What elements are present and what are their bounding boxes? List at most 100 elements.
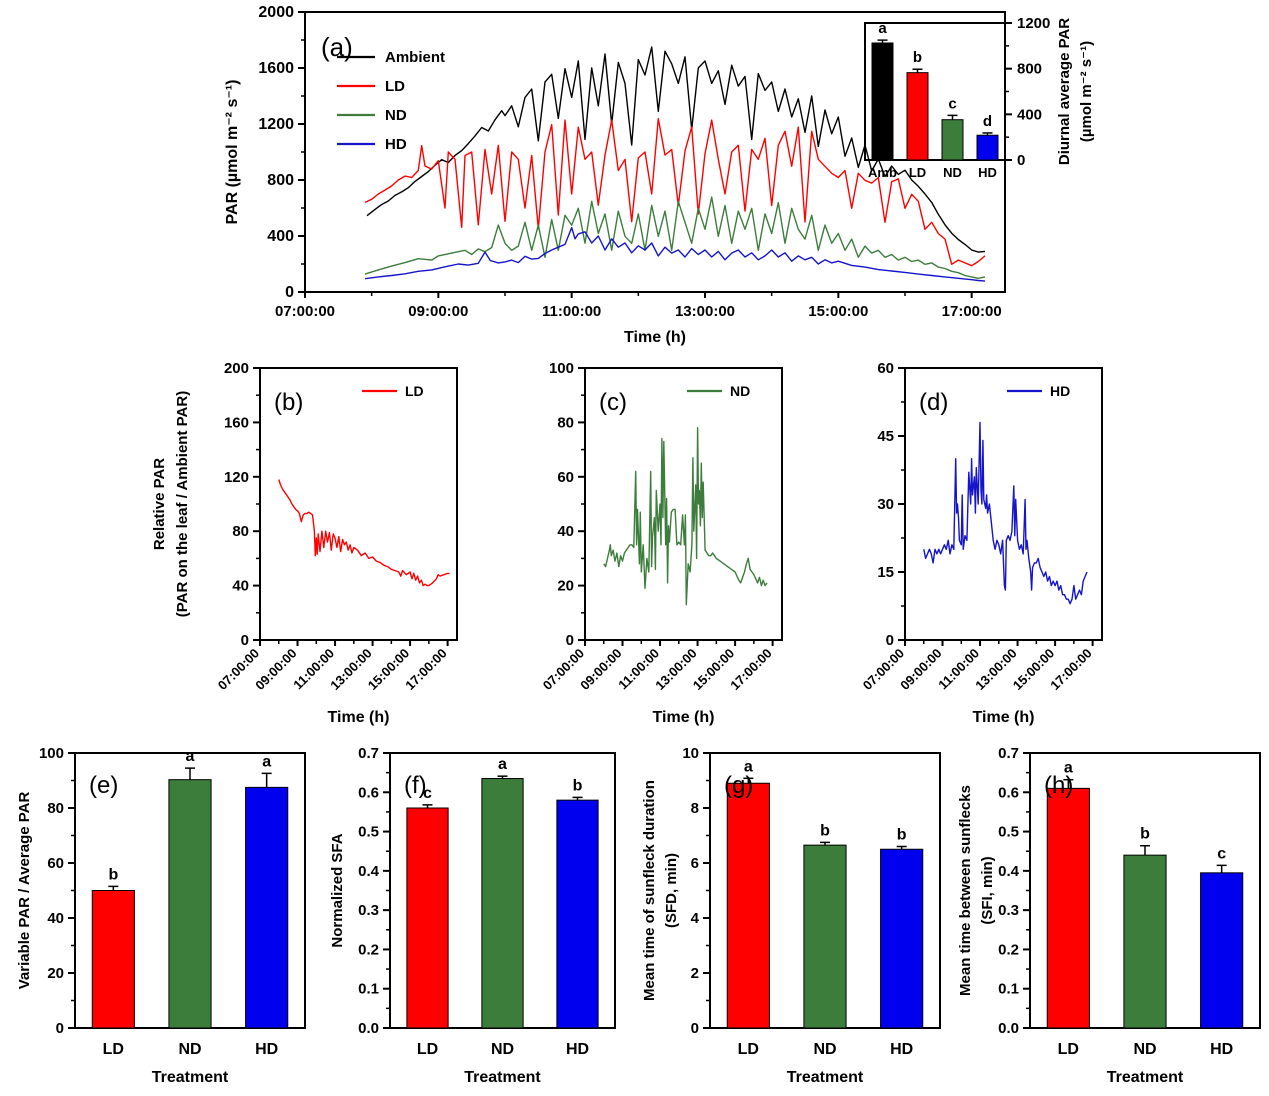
svg-text:LD: LD [909, 165, 926, 180]
svg-text:80: 80 [232, 523, 249, 540]
svg-text:LD: LD [1058, 1041, 1079, 1058]
svg-text:800: 800 [267, 172, 294, 189]
svg-text:a: a [186, 748, 195, 765]
svg-text:100: 100 [39, 745, 64, 762]
svg-text:c: c [1217, 845, 1226, 862]
svg-text:80: 80 [557, 414, 574, 431]
svg-text:b: b [108, 866, 118, 883]
panel-f-normalized-sfa-bar-chart: 0.0 0.1 0.2 0.3 0.4 0.5 0.6 0.7 c LD a ND b HD (f) Trea… [318, 745, 630, 1096]
svg-text:a: a [744, 758, 753, 775]
svg-text:(SFD, min): (SFD, min) [663, 853, 680, 928]
svg-text:LD: LD [405, 383, 424, 399]
svg-text:60: 60 [47, 855, 64, 872]
svg-text:Diurnal average PAR: Diurnal average PAR [1056, 18, 1073, 165]
svg-text:Ambient: Ambient [385, 49, 445, 66]
svg-text:20: 20 [47, 965, 64, 982]
svg-text:10: 10 [682, 745, 699, 762]
svg-text:40: 40 [557, 523, 574, 540]
svg-text:LD: LD [417, 1041, 438, 1058]
svg-text:0: 0 [56, 1020, 64, 1037]
svg-text:120: 120 [224, 469, 249, 486]
svg-text:11:00:00: 11:00:00 [542, 303, 601, 320]
svg-text:d: d [983, 113, 992, 130]
svg-text:b: b [897, 827, 907, 844]
svg-text:160: 160 [224, 414, 249, 431]
svg-text:45: 45 [877, 428, 894, 445]
panel-e-variable-par-bar-chart: 0 20 40 60 80 100 b LD a ND a HD (e) Treatment Variabl… [0, 745, 320, 1096]
svg-text:HD: HD [385, 136, 407, 153]
svg-text:LD: LD [738, 1041, 759, 1058]
svg-text:200: 200 [224, 360, 249, 377]
svg-text:(PAR on the leaf / Ambient PAR: (PAR on the leaf / Ambient PAR) [174, 391, 191, 617]
svg-text:0.1: 0.1 [358, 981, 379, 998]
panel-g-sunfleck-duration-bar-chart: 0 2 4 6 8 10 a LD b ND b HD (g) Treatment Mean time of… [636, 745, 952, 1096]
svg-text:0.3: 0.3 [358, 902, 379, 919]
svg-text:(f): (f) [404, 772, 427, 799]
svg-text:09:00:00: 09:00:00 [408, 303, 468, 320]
svg-text:17:00:00: 17:00:00 [402, 646, 449, 693]
svg-text:b: b [820, 822, 830, 839]
svg-text:(d): (d) [919, 389, 948, 416]
svg-text:8: 8 [691, 800, 699, 817]
svg-text:HD: HD [1050, 383, 1070, 399]
svg-text:400: 400 [1017, 106, 1042, 123]
svg-text:09:00:00: 09:00:00 [897, 646, 944, 693]
svg-text:(h): (h) [1044, 772, 1073, 799]
svg-text:0.2: 0.2 [358, 941, 379, 958]
svg-text:0: 0 [285, 284, 294, 301]
svg-text:b: b [1140, 826, 1150, 843]
svg-text:ND: ND [178, 1041, 201, 1058]
svg-text:HD: HD [1210, 1041, 1233, 1058]
svg-text:0.1: 0.1 [998, 981, 1019, 998]
panel-a-par-timeseries-chart: 0 400 800 1200 1600 2000 07:00:00 09:00:00 11:00… [150, 0, 1070, 350]
svg-text:Variable PAR / Average PAR: Variable PAR / Average PAR [16, 792, 33, 990]
svg-text:Time (h): Time (h) [653, 709, 715, 726]
svg-text:17:00:00: 17:00:00 [942, 303, 1002, 320]
svg-text:6: 6 [691, 855, 699, 872]
svg-text:2: 2 [691, 965, 699, 982]
svg-text:0.5: 0.5 [998, 824, 1019, 841]
svg-text:a: a [878, 20, 887, 37]
svg-text:Normalized SFA: Normalized SFA [329, 833, 346, 947]
panel-h-sunfleck-interval-bar-chart: 0.0 0.1 0.2 0.3 0.4 0.5 0.6 0.7 a LD b ND c HD (h) Trea… [952, 745, 1269, 1096]
svg-text:ND: ND [943, 165, 962, 180]
svg-text:17:00:00: 17:00:00 [727, 646, 774, 693]
svg-text:0: 0 [1017, 152, 1025, 169]
svg-text:0.3: 0.3 [998, 902, 1019, 919]
svg-text:13:00:00: 13:00:00 [675, 303, 735, 320]
svg-text:0.7: 0.7 [998, 745, 1019, 762]
svg-text:HD: HD [890, 1041, 913, 1058]
svg-text:Time (h): Time (h) [973, 709, 1035, 726]
svg-text:Treatment: Treatment [152, 1069, 229, 1086]
svg-text:0.6: 0.6 [998, 784, 1019, 801]
svg-text:Mean time between sunflecks: Mean time between sunflecks [957, 785, 974, 996]
panel-a-inset-diurnal-average-bar: 0 400 800 1200 a Amb b LD c ND d HD Diurnal average … [860, 8, 1110, 208]
svg-text:60: 60 [557, 469, 574, 486]
svg-text:LD: LD [385, 78, 405, 95]
svg-text:30: 30 [877, 496, 894, 513]
svg-text:Relative PAR: Relative PAR [151, 458, 168, 550]
svg-text:a: a [262, 753, 271, 770]
svg-text:400: 400 [267, 228, 294, 245]
svg-text:(SFI, min): (SFI, min) [979, 856, 996, 924]
svg-text:15:00:00: 15:00:00 [808, 303, 868, 320]
svg-text:20: 20 [557, 578, 574, 595]
svg-text:Treatment: Treatment [787, 1069, 864, 1086]
svg-text:4: 4 [691, 910, 700, 927]
svg-text:0.0: 0.0 [998, 1020, 1019, 1037]
svg-text:07:00:00: 07:00:00 [275, 303, 335, 320]
svg-text:80: 80 [47, 800, 64, 817]
svg-text:Mean time of sunfleck duration: Mean time of sunfleck duration [641, 780, 658, 1001]
svg-text:40: 40 [232, 578, 249, 595]
svg-text:0.4: 0.4 [998, 863, 1020, 880]
svg-text:0.5: 0.5 [358, 824, 379, 841]
svg-text:c: c [948, 95, 956, 112]
svg-text:Amb: Amb [868, 165, 897, 180]
svg-text:Time (h): Time (h) [624, 329, 686, 346]
svg-text:PAR (µmol m⁻² s⁻¹): PAR (µmol m⁻² s⁻¹) [224, 80, 241, 225]
svg-text:Treatment: Treatment [1107, 1069, 1184, 1086]
svg-text:(b): (b) [274, 389, 303, 416]
panel-c-relative-par-nd-chart: 0 20 40 60 80 100 07:00:00 09:00:00 11:00:00 13:0… [455, 355, 800, 727]
panel-b-relative-par-ld-chart: 0 40 80 120 160 200 07:00:00 09:00:00 11:00:00 13… [130, 355, 475, 727]
svg-text:60: 60 [877, 360, 894, 377]
